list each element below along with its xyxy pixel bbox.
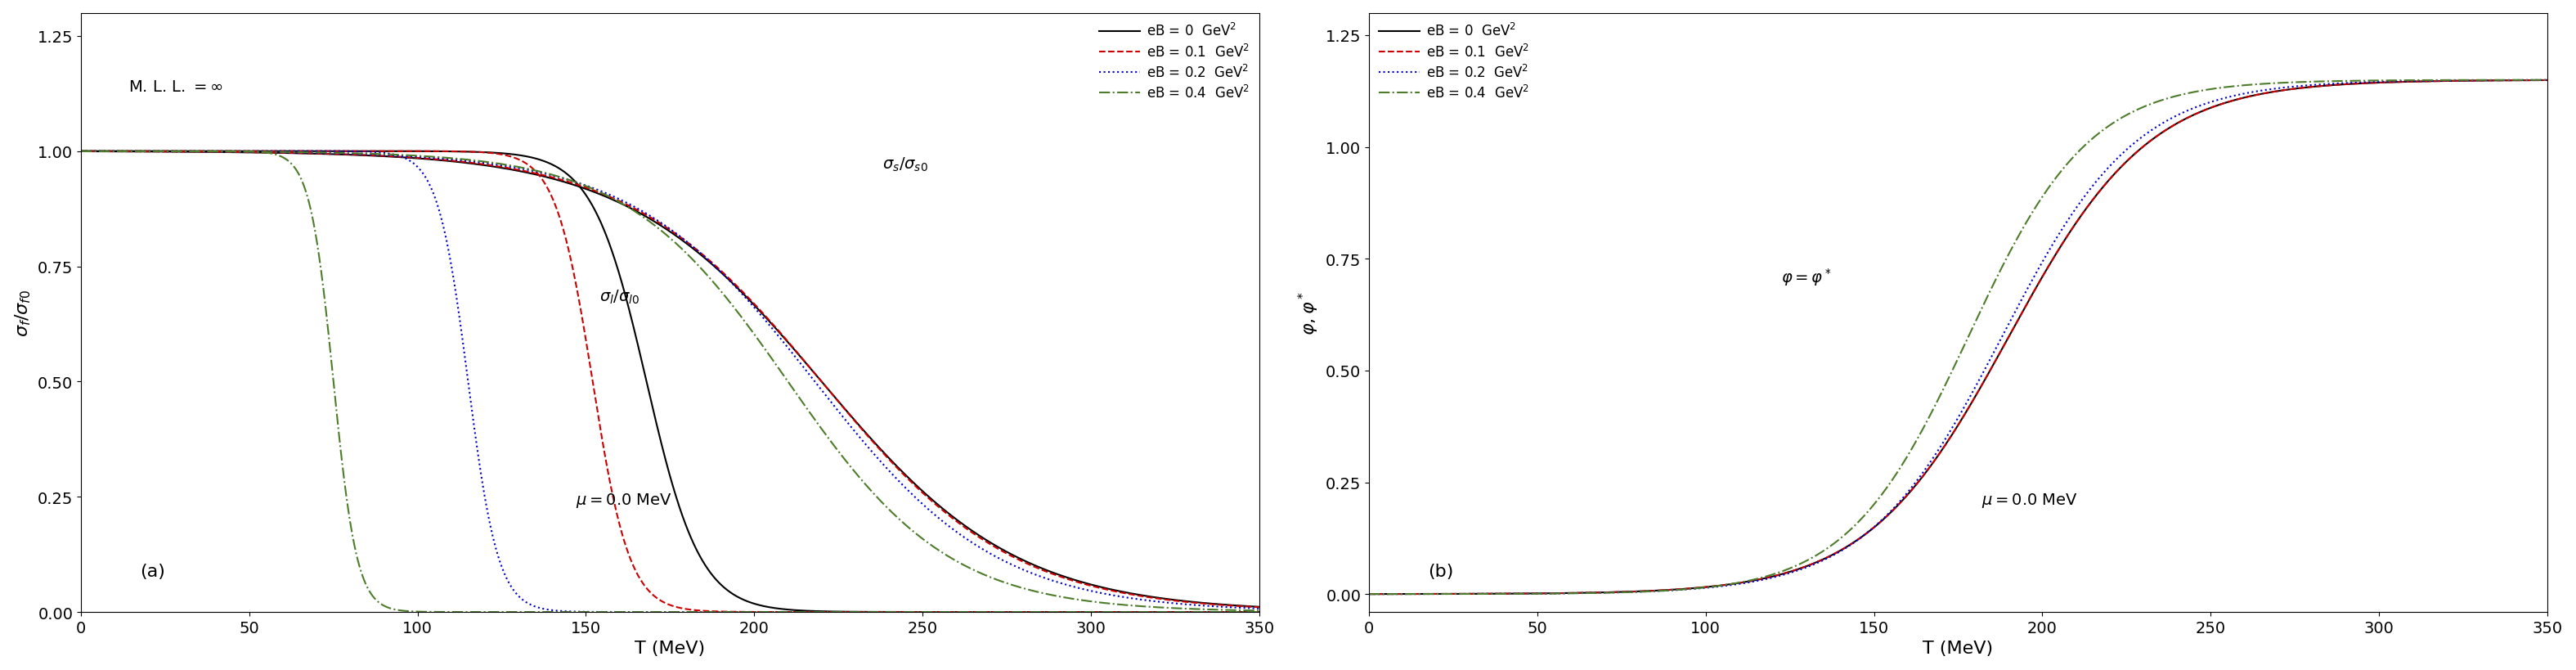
Legend: eB = 0  GeV$^2$, eB = 0.1  GeV$^2$, eB = 0.2  GeV$^2$, eB = 0.4  GeV$^2$: eB = 0 GeV$^2$, eB = 0.1 GeV$^2$, eB = 0…: [1373, 17, 1535, 107]
Text: $\mu = 0.0$ MeV: $\mu = 0.0$ MeV: [577, 491, 672, 509]
Text: M. L. L. $= \infty$: M. L. L. $= \infty$: [129, 79, 224, 94]
Legend: eB = 0  GeV$^2$, eB = 0.1  GeV$^2$, eB = 0.2  GeV$^2$, eB = 0.4  GeV$^2$: eB = 0 GeV$^2$, eB = 0.1 GeV$^2$, eB = 0…: [1092, 17, 1255, 107]
Y-axis label: $\sigma_f/\sigma_{f0}$: $\sigma_f/\sigma_{f0}$: [13, 289, 33, 336]
X-axis label: T (MeV): T (MeV): [1922, 640, 1994, 657]
Text: (b): (b): [1427, 563, 1453, 580]
Text: $\varphi = \varphi^*$: $\varphi = \varphi^*$: [1783, 267, 1832, 288]
Y-axis label: $\varphi, \varphi^*$: $\varphi, \varphi^*$: [1298, 291, 1321, 335]
Text: (a): (a): [139, 563, 165, 580]
Text: $\sigma_l/\sigma_{l0}$: $\sigma_l/\sigma_{l0}$: [600, 288, 639, 306]
Text: $\mu = 0.0$ MeV: $\mu = 0.0$ MeV: [1981, 491, 2079, 509]
X-axis label: T (MeV): T (MeV): [634, 640, 706, 657]
Text: $\sigma_s/\sigma_{s0}$: $\sigma_s/\sigma_{s0}$: [881, 156, 927, 174]
